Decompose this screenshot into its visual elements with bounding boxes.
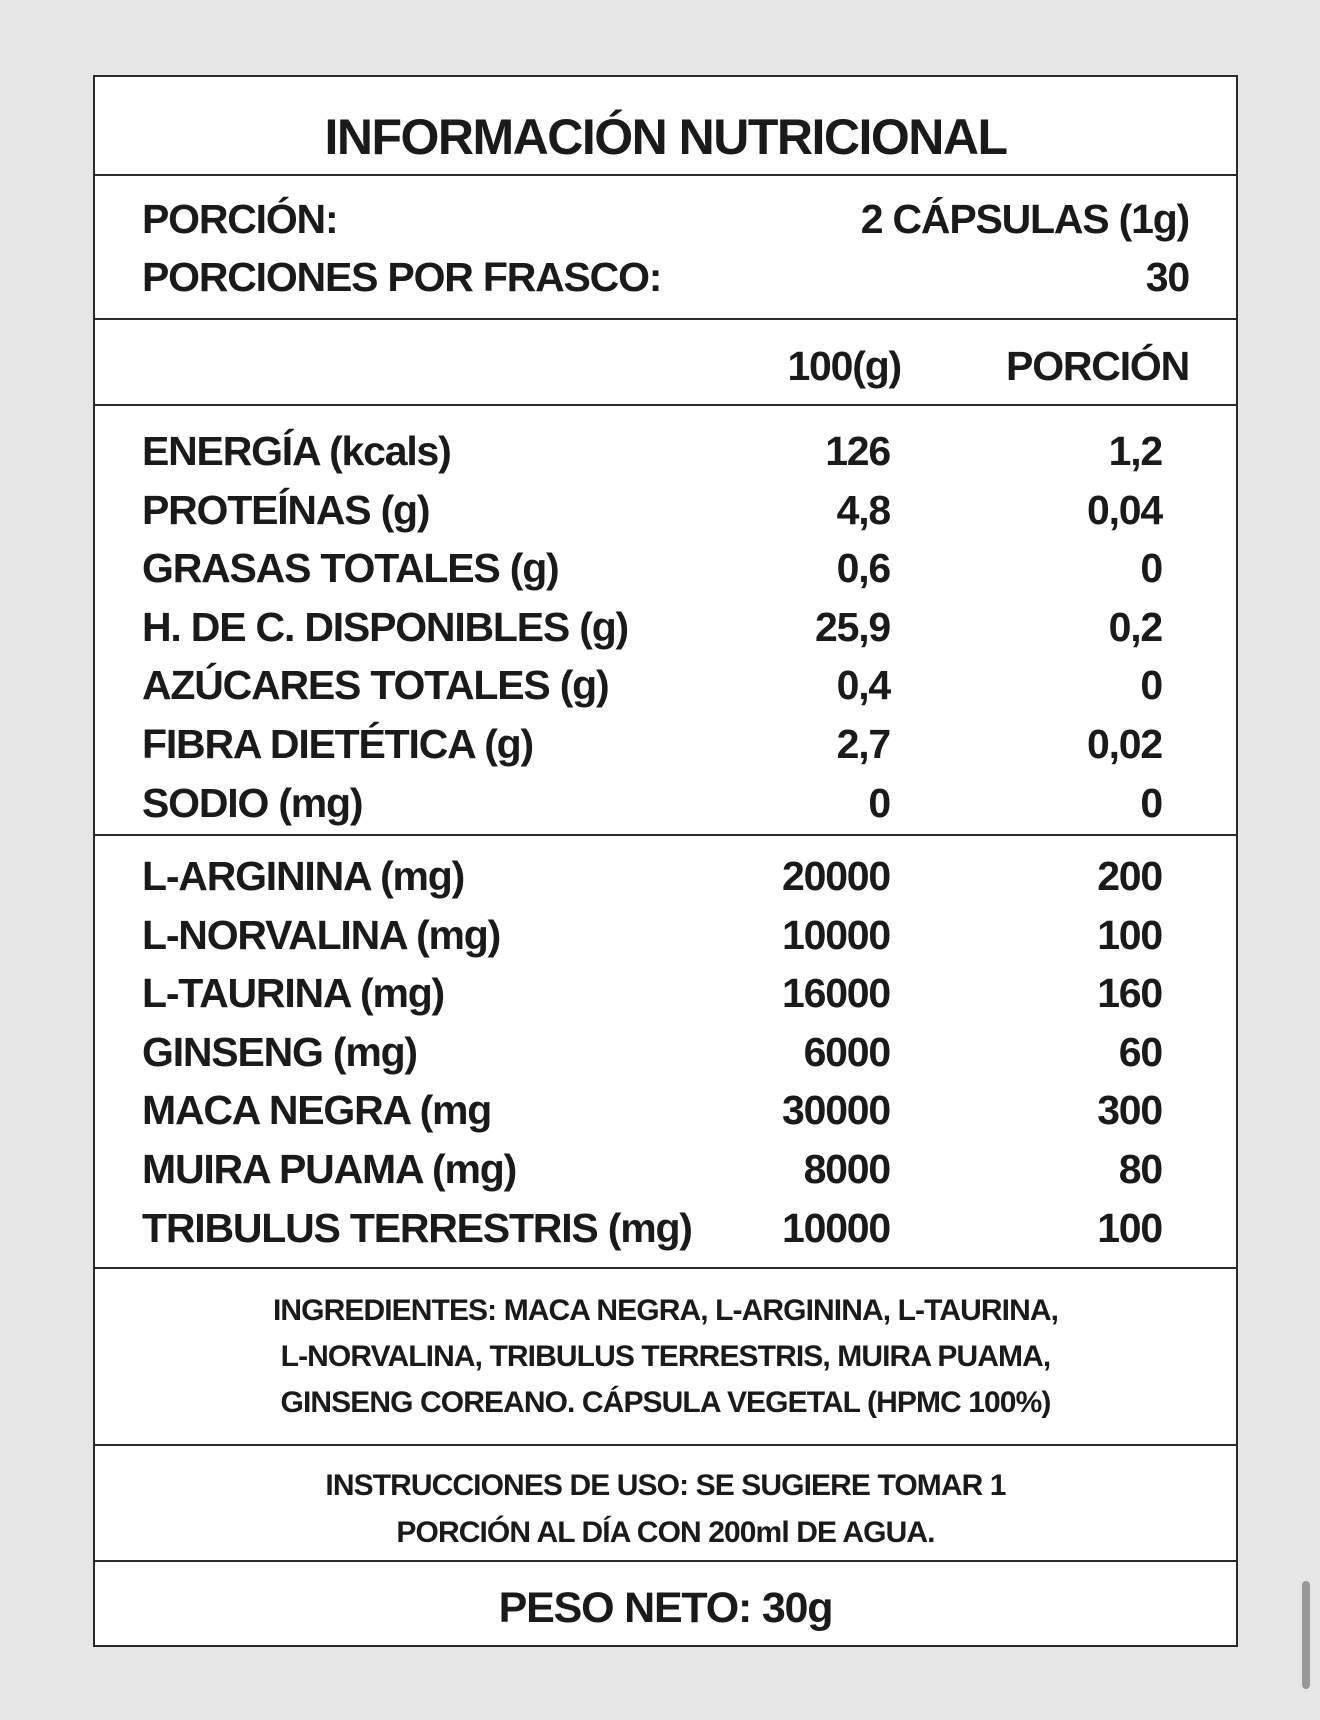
nutrient-per100-value: 2,7: [836, 721, 892, 767]
nutrient-name: GRASAS TOTALES (g): [142, 545, 560, 592]
nutrient-per100-value: 8000: [803, 1146, 892, 1192]
column-header-per100: 100(g): [787, 343, 902, 389]
divider: [95, 404, 1236, 406]
nutrient-name: SODIO (mg): [142, 779, 364, 826]
portion-label: PORCIÓN:: [142, 196, 339, 242]
nutrition-label: INFORMACIÓN NUTRICIONAL PORCIÓN: 2 CÁPSU…: [93, 75, 1238, 1647]
nutrient-portion-value: 300: [1097, 1087, 1163, 1134]
instructions-line: INSTRUCCIONES DE USO: SE SUGIERE TOMAR 1: [325, 1469, 1006, 1502]
nutrient-per100-value: 25,9: [815, 603, 891, 650]
nutrient-name: AZÚCARES TOTALES (g): [142, 662, 610, 709]
ingredients-line: GINSENG COREANO. CÁPSULA VEGETAL (HPMC 1…: [280, 1386, 1052, 1419]
nutrient-per100-value: 10000: [781, 911, 891, 958]
nutrient-name: H. DE C. DISPONIBLES (g): [142, 603, 629, 650]
nutrient-name: L-ARGININA (mg): [142, 853, 465, 899]
nutrient-name: TRIBULUS TERRESTRIS (mg): [142, 1204, 693, 1251]
portion-value: 2 CÁPSULAS (1g): [860, 196, 1190, 242]
portions-per-bottle-value: 30: [1145, 254, 1190, 300]
divider: [95, 174, 1236, 176]
instructions-line: PORCIÓN AL DÍA CON 200ml DE AGUA.: [396, 1516, 935, 1549]
divider: [95, 834, 1236, 836]
nutrient-name: L-TAURINA (mg): [142, 970, 445, 1017]
net-weight: PESO NETO: 30g: [498, 1584, 834, 1632]
nutrient-portion-value: 0: [1140, 662, 1163, 709]
nutrient-name: GINSENG (mg): [142, 1028, 418, 1075]
nutrient-portion-value: 0,02: [1087, 721, 1163, 767]
scrollbar[interactable]: [1302, 1581, 1310, 1689]
nutrient-portion-value: 0,04: [1087, 486, 1163, 533]
nutrient-portion-value: 0: [1140, 545, 1163, 592]
nutrient-per100-value: 10000: [781, 1204, 891, 1251]
nutrient-name: MACA NEGRA (mg: [142, 1087, 492, 1134]
ingredients-line: INGREDIENTES: MACA NEGRA, L-ARGININA, L-…: [272, 1294, 1059, 1327]
nutrient-per100-value: 0: [868, 779, 891, 826]
nutrient-per100-value: 6000: [803, 1028, 892, 1075]
nutrient-per100-value: 0,6: [836, 545, 892, 592]
nutrient-portion-value: 60: [1118, 1028, 1163, 1075]
nutrient-name: MUIRA PUAMA (mg): [142, 1146, 517, 1192]
nutrient-name: FIBRA DIETÉTICA (g): [142, 721, 534, 767]
divider: [95, 1267, 1236, 1269]
label-title: INFORMACIÓN NUTRICIONAL: [324, 109, 1008, 165]
divider: [95, 318, 1236, 320]
nutrient-portion-value: 200: [1097, 853, 1163, 899]
nutrient-portion-value: 0: [1140, 779, 1163, 826]
nutrient-portion-value: 0,2: [1108, 603, 1164, 650]
divider: [95, 1444, 1236, 1446]
ingredients-line: L-NORVALINA, TRIBULUS TERRESTRIS, MUIRA …: [280, 1340, 1052, 1373]
nutrient-per100-value: 0,4: [836, 662, 892, 709]
nutrient-portion-value: 160: [1097, 970, 1163, 1017]
nutrient-portion-value: 100: [1097, 911, 1163, 958]
nutrient-per100-value: 126: [825, 428, 891, 474]
divider: [95, 1560, 1236, 1562]
nutrient-name: ENERGÍA (kcals): [142, 428, 452, 474]
nutrient-per100-value: 20000: [781, 853, 891, 899]
nutrient-name: PROTEÍNAS (g): [142, 486, 431, 533]
column-header-portion: PORCIÓN: [1006, 343, 1190, 389]
nutrient-name: L-NORVALINA (mg): [142, 911, 501, 958]
nutrient-per100-value: 16000: [781, 970, 891, 1017]
nutrient-portion-value: 100: [1097, 1204, 1163, 1251]
portions-per-bottle-label: PORCIONES POR FRASCO:: [142, 254, 662, 300]
nutrient-per100-value: 30000: [781, 1087, 891, 1134]
nutrient-per100-value: 4,8: [836, 486, 892, 533]
nutrient-portion-value: 1,2: [1108, 428, 1164, 474]
nutrient-portion-value: 80: [1118, 1146, 1163, 1192]
